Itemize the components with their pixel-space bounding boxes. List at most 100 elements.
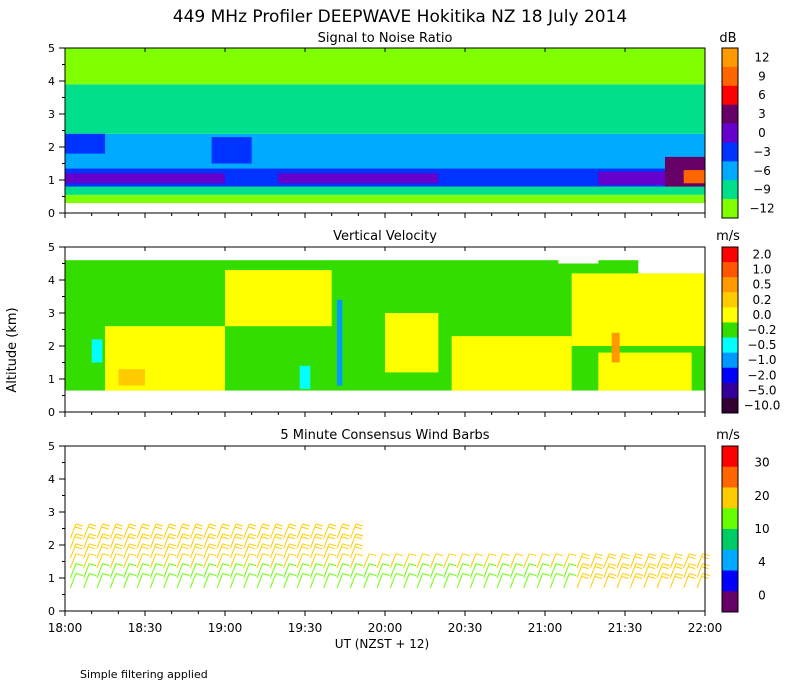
wind-barb bbox=[683, 573, 697, 589]
wind-barbs-ytick-label: 5 bbox=[48, 440, 55, 453]
vertical-velocity-colorbar-swatch bbox=[722, 262, 738, 278]
wind-barb bbox=[509, 553, 524, 569]
wind-barb bbox=[389, 563, 404, 579]
wind-barb bbox=[216, 523, 230, 539]
wind-barb bbox=[536, 563, 550, 579]
wind-barb bbox=[189, 543, 204, 559]
vertical-velocity-colorbar-label: −2.0 bbox=[747, 368, 776, 382]
wind-barb bbox=[603, 563, 617, 579]
wind-barb bbox=[576, 563, 590, 579]
vertical-velocity-colorbar-swatch bbox=[722, 337, 738, 353]
wind-barb bbox=[243, 533, 257, 549]
vertical-velocity-data-gap-1 bbox=[638, 247, 705, 274]
wind-barb bbox=[496, 553, 510, 569]
wind-barb bbox=[229, 563, 244, 579]
wind-barb bbox=[149, 553, 164, 569]
wind-barbs-colorbar-label: 0 bbox=[758, 588, 766, 602]
wind-barb bbox=[696, 573, 710, 589]
wind-barb bbox=[336, 523, 350, 539]
wind-barb bbox=[176, 553, 190, 569]
wind-barbs-ytick-label: 0 bbox=[48, 605, 55, 618]
wind-barb bbox=[336, 573, 350, 589]
figure-title: 449 MHz Profiler DEEPWAVE Hokitika NZ 18… bbox=[173, 7, 627, 27]
wind-barb bbox=[403, 563, 417, 579]
vertical-velocity-patch-2 bbox=[385, 313, 439, 373]
wind-barb bbox=[389, 573, 404, 589]
snr-patch-3 bbox=[278, 173, 439, 184]
wind-barbs-colorbar-label: 10 bbox=[754, 522, 769, 536]
time-tick-label: 18:00 bbox=[48, 621, 83, 635]
wind-barb bbox=[563, 563, 577, 579]
wind-barb bbox=[469, 573, 484, 589]
wind-barbs-colorbar: 30 20 10 4 0 bbox=[721, 445, 770, 613]
wind-barb bbox=[69, 563, 84, 579]
wind-barb bbox=[96, 573, 110, 589]
wind-barb bbox=[443, 573, 457, 589]
wind-barbs-unit-label: m/s bbox=[716, 428, 740, 443]
wind-barb bbox=[203, 573, 217, 589]
wind-barb bbox=[229, 543, 244, 559]
wind-barb bbox=[296, 553, 310, 569]
wind-barb bbox=[189, 563, 204, 579]
wind-barb bbox=[456, 573, 470, 589]
wind-barb bbox=[136, 523, 150, 539]
wind-barb bbox=[163, 563, 177, 579]
wind-barbs-plot-area bbox=[69, 523, 710, 589]
wind-barb bbox=[643, 573, 657, 589]
wind-barb bbox=[296, 573, 310, 589]
wind-barb bbox=[336, 533, 350, 549]
wind-barb bbox=[323, 553, 337, 569]
wind-barb bbox=[176, 543, 190, 559]
wind-barb bbox=[296, 533, 310, 549]
wind-barb bbox=[576, 553, 590, 569]
wind-barb bbox=[683, 553, 697, 569]
wind-barb bbox=[363, 563, 377, 579]
y-axis-label: Altitude (km) bbox=[5, 307, 20, 392]
vertical-velocity-colorbar-label: 0.2 bbox=[752, 293, 771, 307]
snr-colorbar-label: 3 bbox=[758, 107, 766, 121]
wind-barb bbox=[243, 563, 257, 579]
wind-barb bbox=[336, 543, 350, 559]
time-tick-label: 20:30 bbox=[448, 621, 483, 635]
wind-barb bbox=[176, 533, 190, 549]
wind-barb bbox=[323, 563, 337, 579]
wind-barb bbox=[203, 523, 217, 539]
wind-barb bbox=[203, 543, 217, 559]
wind-barb bbox=[149, 543, 164, 559]
wind-barb bbox=[309, 573, 324, 589]
wind-barb bbox=[496, 563, 510, 579]
time-tick-label: 19:00 bbox=[208, 621, 243, 635]
wind-barb bbox=[309, 563, 324, 579]
wind-barb bbox=[123, 523, 137, 539]
wind-barb bbox=[629, 563, 644, 579]
wind-barb bbox=[283, 563, 297, 579]
wind-barb bbox=[469, 563, 484, 579]
wind-barb bbox=[189, 553, 204, 569]
snr-colorbar: 12 9 6 3 0 −3 −6 −9 −12 bbox=[721, 47, 775, 219]
wind-barb bbox=[189, 533, 204, 549]
wind-barb bbox=[296, 563, 310, 579]
wind-barb bbox=[123, 553, 137, 569]
vertical-velocity-ytick-label: 0 bbox=[48, 406, 55, 419]
wind-barb bbox=[163, 543, 177, 559]
wind-barb bbox=[96, 563, 110, 579]
wind-barb bbox=[629, 553, 644, 569]
wind-barb bbox=[563, 573, 577, 589]
vertical-velocity-patch-7 bbox=[299, 365, 311, 389]
wind-barbs-colorbar-swatch bbox=[722, 529, 738, 551]
wind-barb bbox=[216, 543, 230, 559]
wind-barb bbox=[149, 533, 164, 549]
vertical-velocity-colorbar-label: 2.0 bbox=[752, 248, 771, 262]
snr-colorbar-swatch bbox=[722, 104, 738, 124]
wind-barbs-axes: 0 1 2 3 4 5 bbox=[48, 440, 706, 618]
vertical-velocity-ytick-label: 3 bbox=[48, 307, 55, 320]
wind-barb bbox=[83, 563, 97, 579]
vertical-velocity-ytick-label: 2 bbox=[48, 340, 55, 353]
snr-colorbar-label: 9 bbox=[758, 69, 766, 83]
snr-colorbar-swatch bbox=[722, 48, 738, 68]
wind-barbs-ytick-label: 3 bbox=[48, 506, 55, 519]
wind-barb bbox=[483, 563, 497, 579]
snr-colorbar-label: −12 bbox=[749, 202, 774, 216]
wind-barb bbox=[483, 553, 497, 569]
wind-barb bbox=[323, 533, 337, 549]
